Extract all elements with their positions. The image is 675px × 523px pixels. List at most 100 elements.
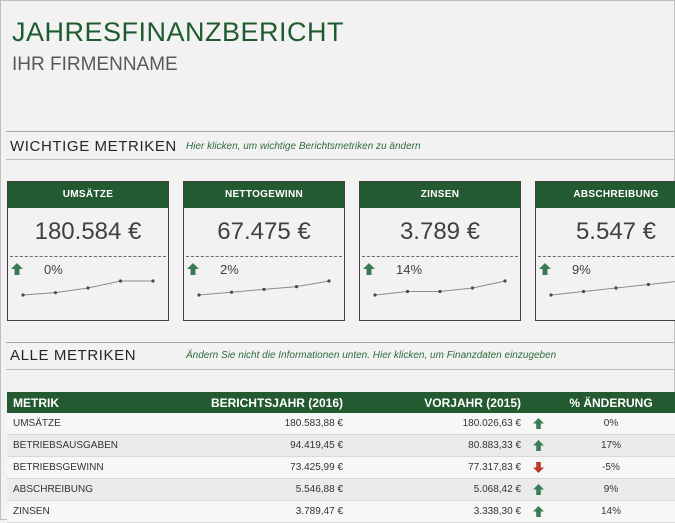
percent-change: 9% (547, 478, 675, 501)
table-row[interactable]: BETRIEBSAUSGABEN 94.419,45 € 80.883,33 €… (7, 434, 675, 457)
column-header-metric: METRIK (7, 392, 157, 413)
kpi-card[interactable]: ABSCHREIBUNG 5.547 € 9% (535, 181, 675, 321)
kpi-card-footer: 0% (8, 257, 168, 319)
kpi-card-value: 5.547 € (575, 218, 657, 245)
column-header-current-year: BERICHTSJAHR (2016) (157, 392, 349, 413)
current-year-value: 180.583,88 € (157, 413, 349, 435)
kpi-card-title: ABSCHREIBUNG (536, 182, 675, 208)
kpi-sparkline (197, 279, 331, 297)
sparkline-point (646, 282, 651, 287)
kpi-card-divider (362, 256, 518, 257)
kpi-card-value: 180.584 € (34, 218, 142, 245)
key-metrics-hint-link[interactable]: Hier klicken, um wichtige Berichtsmetrik… (186, 141, 421, 152)
sparkline-line (550, 281, 675, 296)
sparkline-point (53, 291, 58, 295)
previous-year-value: 80.883,33 € (349, 434, 527, 457)
kpi-card-change: 9% (572, 262, 591, 277)
trend-up-arrow-icon (11, 263, 23, 275)
sparkline-point (614, 286, 618, 290)
table-row[interactable]: BETRIEBSGEWINN 73.425,99 € 77.317,83 € -… (7, 456, 675, 479)
kpi-sparkline (549, 281, 675, 297)
previous-year-value: 5.068,42 € (349, 478, 527, 501)
all-metrics-hint-link[interactable]: Ändern Sie nicht die Informationen unten… (186, 350, 557, 361)
percent-change: 0% (547, 413, 675, 435)
kpi-card[interactable]: UMSÄTZE 180.584 € 0% (7, 181, 169, 321)
kpi-card-change: 14% (396, 262, 423, 277)
kpi-card-title: ZINSEN (360, 182, 520, 208)
section-rule (6, 159, 674, 160)
kpi-card-footer: 2% (184, 257, 344, 319)
kpi-sparkline (373, 279, 507, 297)
kpi-card-footer: 9% (536, 257, 675, 319)
section-rule (6, 369, 674, 370)
percent-change: -5% (547, 456, 675, 479)
kpi-card-change: 0% (44, 262, 63, 277)
trend-up-arrow-icon (539, 263, 551, 275)
previous-year-value: 3.338,30 € (349, 500, 527, 523)
column-header-previous-year: VORJAHR (2015) (349, 392, 527, 413)
sparkline-point (197, 293, 201, 297)
metrics-table: METRIK BERICHTSJAHR (2016) VORJAHR (2015… (7, 392, 675, 523)
table-row[interactable]: UMSÄTZE 180.583,88 € 180.026,63 € 0% (7, 413, 675, 435)
metric-name: BETRIEBSGEWINN (7, 456, 157, 479)
metric-name: ABSCHREIBUNG (7, 478, 157, 501)
trend-up-arrow-icon (363, 263, 375, 275)
table-row[interactable]: ABSCHREIBUNG 5.546,88 € 5.068,42 € 9% (7, 478, 675, 501)
trend-cell (527, 478, 547, 501)
trend-up-arrow-icon (533, 505, 544, 517)
kpi-card-title: NETTOGEWINN (184, 182, 344, 208)
column-header-change: % ÄNDERUNG (547, 392, 675, 413)
sparkline-point (327, 279, 331, 283)
kpi-card-change: 2% (220, 262, 239, 277)
sparkline-point (549, 293, 553, 297)
current-year-value: 3.789,47 € (157, 500, 349, 523)
sparkline-point (470, 286, 475, 290)
kpi-card[interactable]: NETTOGEWINN 67.475 € 2% (183, 181, 345, 321)
trend-up-arrow-icon (533, 417, 544, 429)
all-metrics-heading: ALLE METRIKEN (10, 347, 137, 364)
table-row[interactable]: ZINSEN 3.789,47 € 3.338,30 € 14% (7, 500, 675, 523)
sparkline-point (438, 289, 442, 294)
metric-name: BETRIEBSAUSGABEN (7, 434, 157, 457)
metric-name: ZINSEN (7, 500, 157, 523)
section-rule (6, 342, 674, 343)
table-header-row: METRIK BERICHTSJAHR (2016) VORJAHR (2015… (7, 392, 675, 413)
sparkline-point (118, 279, 123, 283)
kpi-card-divider (10, 256, 166, 257)
percent-change: 17% (547, 434, 675, 457)
current-year-value: 73.425,99 € (157, 456, 349, 479)
percent-change: 14% (547, 500, 675, 523)
company-name[interactable]: IHR FIRMENNAME (12, 54, 178, 75)
trend-cell (527, 413, 547, 435)
trend-up-arrow-icon (187, 263, 199, 275)
kpi-card-title: UMSÄTZE (8, 182, 168, 208)
kpi-card-footer: 14% (360, 257, 520, 319)
metric-name: UMSÄTZE (7, 413, 157, 435)
sparkline-point (21, 293, 25, 297)
previous-year-value: 180.026,63 € (349, 413, 527, 435)
trend-up-arrow-icon (533, 439, 544, 451)
sparkline-point (581, 289, 586, 294)
trend-cell (527, 434, 547, 457)
sparkline-point (86, 286, 90, 290)
kpi-sparkline (21, 279, 155, 297)
sparkline-point (503, 279, 507, 283)
sparkline-point (262, 287, 266, 291)
trend-cell (527, 456, 547, 479)
section-rule (6, 131, 674, 132)
kpi-card[interactable]: ZINSEN 3.789 € 14% (359, 181, 521, 321)
sparkline-point (373, 293, 377, 297)
kpi-card-value: 3.789 € (399, 218, 481, 245)
trend-down-arrow-icon (533, 461, 544, 473)
current-year-value: 5.546,88 € (157, 478, 349, 501)
trend-up-arrow-icon (533, 483, 544, 495)
key-metrics-heading: WICHTIGE METRIKEN (10, 138, 177, 155)
report-title: JAHRESFINANZBERICHT (12, 17, 345, 47)
kpi-card-divider (538, 256, 675, 257)
sparkline-point (294, 285, 299, 289)
column-header-trend (527, 392, 547, 413)
previous-year-value: 77.317,83 € (349, 456, 527, 479)
sparkline-point (405, 289, 410, 294)
kpi-card-divider (186, 256, 342, 257)
kpi-card-value: 67.475 € (217, 218, 311, 245)
